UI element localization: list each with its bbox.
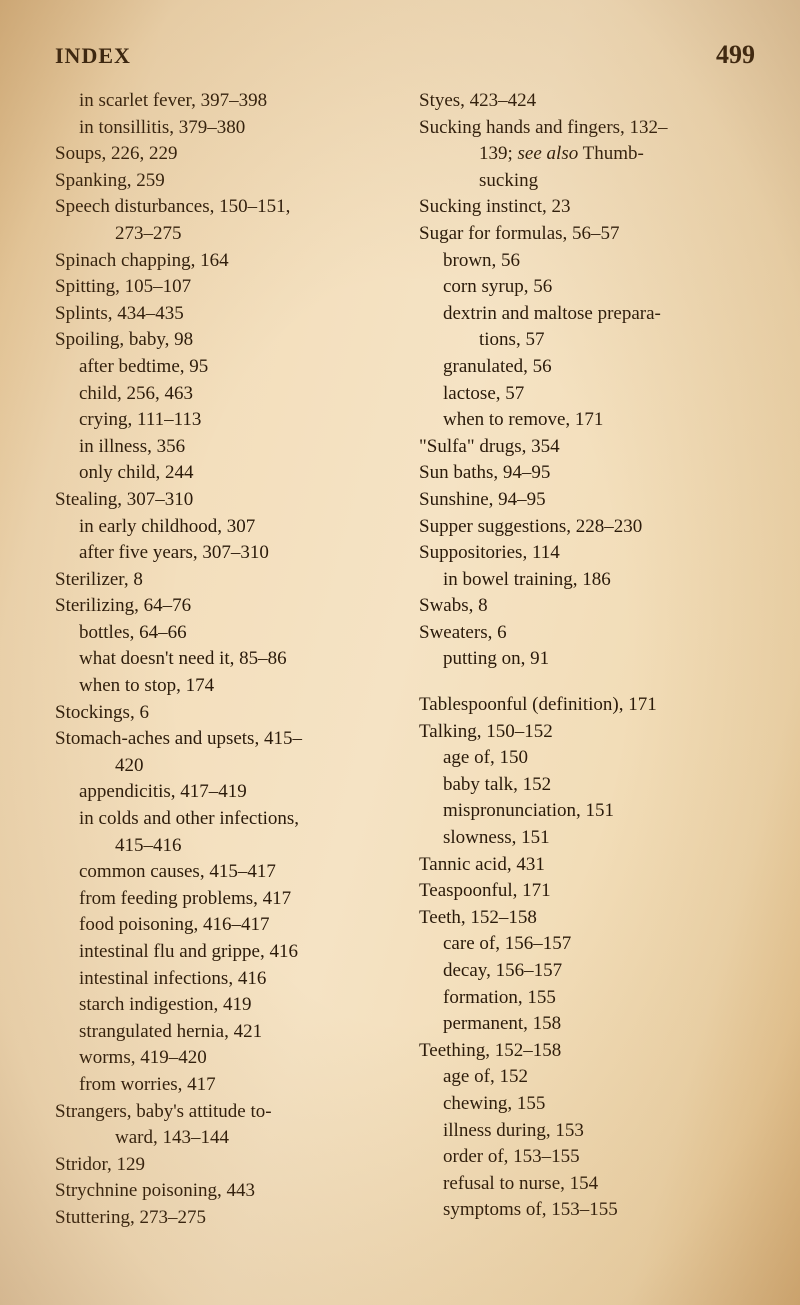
index-entry: Swabs, 8 xyxy=(419,593,755,620)
index-subentry: age of, 150 xyxy=(419,745,755,772)
see-also: see also xyxy=(518,143,579,164)
index-entry: "Sulfa" drugs, 354 xyxy=(419,434,755,461)
index-entry: Sucking hands and fingers, 132– xyxy=(419,115,755,142)
index-subentry: in bowel training, 186 xyxy=(419,567,755,594)
index-entry: Sucking instinct, 23 xyxy=(419,194,755,221)
index-entry: Stuttering, 273–275 xyxy=(55,1205,391,1232)
index-subentry: intestinal flu and grippe, 416 xyxy=(55,939,391,966)
index-columns: in scarlet fever, 397–398 in tonsillitis… xyxy=(55,88,755,1232)
index-subentry: order of, 153–155 xyxy=(419,1144,755,1171)
index-subentry: strangulated hernia, 421 xyxy=(55,1019,391,1046)
index-entry-cont: 415–416 xyxy=(55,833,391,860)
index-subentry: intestinal infections, 416 xyxy=(55,966,391,993)
index-subentry: lactose, 57 xyxy=(419,381,755,408)
index-entry: in tonsillitis, 379–380 xyxy=(55,115,391,142)
index-entry: Teething, 152–158 xyxy=(419,1038,755,1065)
index-entry: Talking, 150–152 xyxy=(419,719,755,746)
index-entry: Splints, 434–435 xyxy=(55,301,391,328)
index-entry: Tannic acid, 431 xyxy=(419,852,755,879)
index-subentry: chewing, 155 xyxy=(419,1091,755,1118)
index-subentry: child, 256, 463 xyxy=(55,381,391,408)
page-header: INDEX 499 xyxy=(55,40,755,70)
index-subentry: from worries, 417 xyxy=(55,1072,391,1099)
index-subentry: symptoms of, 153–155 xyxy=(419,1197,755,1224)
index-entry-cont: 273–275 xyxy=(55,221,391,248)
index-subentry: refusal to nurse, 154 xyxy=(419,1171,755,1198)
index-entry: Spanking, 259 xyxy=(55,168,391,195)
index-entry: Sterilizer, 8 xyxy=(55,567,391,594)
index-entry: Spitting, 105–107 xyxy=(55,274,391,301)
index-entry: in scarlet fever, 397–398 xyxy=(55,88,391,115)
index-entry: Sweaters, 6 xyxy=(419,620,755,647)
index-subentry: corn syrup, 56 xyxy=(419,274,755,301)
column-right: Styes, 423–424 Sucking hands and fingers… xyxy=(419,88,755,1232)
index-subentry: worms, 419–420 xyxy=(55,1045,391,1072)
index-entry: Spinach chapping, 164 xyxy=(55,248,391,275)
index-entry: Stealing, 307–310 xyxy=(55,487,391,514)
page-number: 499 xyxy=(716,40,755,70)
index-entry: Supper suggestions, 228–230 xyxy=(419,514,755,541)
index-entry: Suppositories, 114 xyxy=(419,540,755,567)
index-subentry: only child, 244 xyxy=(55,460,391,487)
index-entry: Styes, 423–424 xyxy=(419,88,755,115)
index-subentry: granulated, 56 xyxy=(419,354,755,381)
index-entry: Sun baths, 94–95 xyxy=(419,460,755,487)
text: 139; xyxy=(479,143,518,164)
index-subentry: food poisoning, 416–417 xyxy=(55,912,391,939)
index-subentry: mispronunciation, 151 xyxy=(419,798,755,825)
index-subentry: when to remove, 171 xyxy=(419,407,755,434)
index-subentry: after bedtime, 95 xyxy=(55,354,391,381)
index-subentry: brown, 56 xyxy=(419,248,755,275)
index-subentry: formation, 155 xyxy=(419,985,755,1012)
index-gap xyxy=(419,673,755,692)
index-subentry: in early childhood, 307 xyxy=(55,514,391,541)
index-subentry: in illness, 356 xyxy=(55,434,391,461)
index-subentry: decay, 156–157 xyxy=(419,958,755,985)
index-subentry: when to stop, 174 xyxy=(55,673,391,700)
index-subentry: in colds and other infections, xyxy=(55,806,391,833)
index-subentry: permanent, 158 xyxy=(419,1011,755,1038)
text: Thumb- xyxy=(578,143,644,164)
index-subentry: baby talk, 152 xyxy=(419,772,755,799)
index-entry: Stridor, 129 xyxy=(55,1152,391,1179)
index-entry-cont: sucking xyxy=(419,168,755,195)
index-entry: Speech disturbances, 150–151, xyxy=(55,194,391,221)
index-subentry: common causes, 415–417 xyxy=(55,859,391,886)
index-entry: Teeth, 152–158 xyxy=(419,905,755,932)
index-entry-cont: 139; see also Thumb- xyxy=(419,141,755,168)
index-subentry: starch indigestion, 419 xyxy=(55,992,391,1019)
index-entry: Soups, 226, 229 xyxy=(55,141,391,168)
index-subentry: bottles, 64–66 xyxy=(55,620,391,647)
index-entry-cont: tions, 57 xyxy=(419,327,755,354)
index-subentry: after five years, 307–310 xyxy=(55,540,391,567)
index-entry: Strangers, baby's attitude to- xyxy=(55,1099,391,1126)
index-entry-cont: 420 xyxy=(55,753,391,780)
index-subentry: age of, 152 xyxy=(419,1064,755,1091)
index-subentry: what doesn't need it, 85–86 xyxy=(55,646,391,673)
index-entry: Spoiling, baby, 98 xyxy=(55,327,391,354)
index-entry: Sunshine, 94–95 xyxy=(419,487,755,514)
index-subentry: appendicitis, 417–419 xyxy=(55,779,391,806)
index-entry-cont: ward, 143–144 xyxy=(55,1125,391,1152)
index-subentry: slowness, 151 xyxy=(419,825,755,852)
index-subentry: crying, 111–113 xyxy=(55,407,391,434)
index-subentry: from feeding problems, 417 xyxy=(55,886,391,913)
index-entry: Sterilizing, 64–76 xyxy=(55,593,391,620)
index-entry: Sugar for formulas, 56–57 xyxy=(419,221,755,248)
index-entry: Stomach-aches and upsets, 415– xyxy=(55,726,391,753)
index-entry: Teaspoonful, 171 xyxy=(419,878,755,905)
index-subentry: putting on, 91 xyxy=(419,646,755,673)
index-entry: Stockings, 6 xyxy=(55,700,391,727)
index-subentry: illness during, 153 xyxy=(419,1118,755,1145)
header-index: INDEX xyxy=(55,43,131,69)
index-entry: Strychnine poisoning, 443 xyxy=(55,1178,391,1205)
index-entry: Tablespoonful (definition), 171 xyxy=(419,692,755,719)
index-subentry: care of, 156–157 xyxy=(419,931,755,958)
column-left: in scarlet fever, 397–398 in tonsillitis… xyxy=(55,88,391,1232)
index-subentry: dextrin and maltose prepara- xyxy=(419,301,755,328)
